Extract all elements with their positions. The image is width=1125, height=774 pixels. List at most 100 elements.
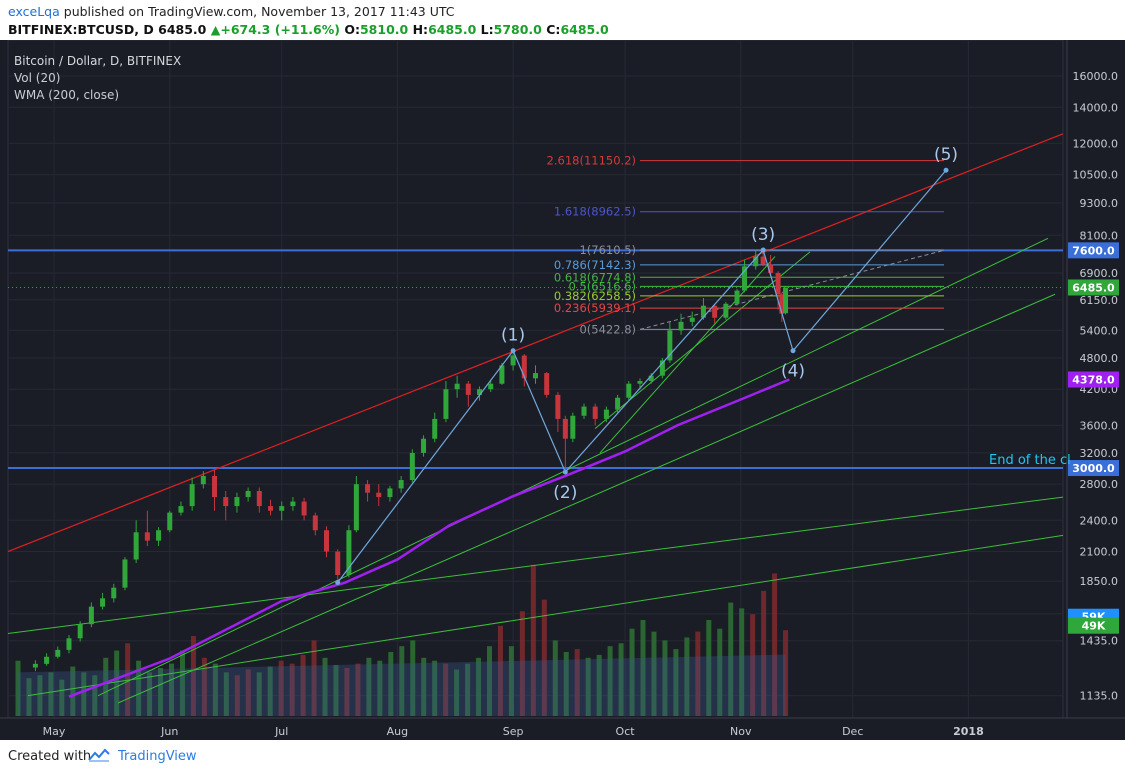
price-chart[interactable]: 2.618(11150.2) 1.618(8962.5) 1(7610.5)0.78… bbox=[0, 39, 1125, 740]
candle-body bbox=[156, 530, 162, 541]
candlesticks bbox=[32, 250, 789, 672]
legend-wma: WMA (200, close) bbox=[14, 88, 119, 102]
candle-body bbox=[346, 530, 352, 576]
volume-bar bbox=[245, 669, 251, 716]
volume-bar bbox=[355, 663, 361, 716]
price-badge-label: 6485.0 bbox=[1072, 281, 1115, 294]
level-annotation: End of the cl bbox=[989, 453, 1071, 468]
price-change: +674.3 (+11.6%) bbox=[220, 22, 340, 37]
ohlc-close-label: C: bbox=[546, 22, 561, 37]
wave-label: (2) bbox=[553, 483, 577, 503]
volume-bar bbox=[541, 599, 547, 716]
legend-title: Bitcoin / Dollar, D, BITFINEX bbox=[14, 54, 181, 68]
volume-bar bbox=[454, 669, 460, 716]
wave-point bbox=[510, 348, 516, 354]
volume-bar bbox=[278, 660, 284, 716]
candle-body bbox=[753, 256, 759, 267]
volume-bar bbox=[574, 649, 580, 716]
tradingview-link[interactable]: TradingView bbox=[118, 749, 197, 764]
candle-body bbox=[581, 406, 587, 416]
wave-label: (5) bbox=[934, 145, 958, 165]
price-badge-label: 4378.0 bbox=[1072, 374, 1115, 387]
volume-bar bbox=[212, 663, 218, 716]
volume-bar bbox=[629, 628, 635, 716]
volume-bar bbox=[169, 663, 175, 716]
volume-bar bbox=[728, 602, 734, 716]
volume-bar bbox=[662, 640, 668, 716]
y-tick-label: 1850.0 bbox=[1080, 575, 1119, 588]
trend-line bbox=[97, 237, 1049, 697]
volume-bar bbox=[300, 654, 306, 716]
y-tick-label: 3200.0 bbox=[1080, 447, 1119, 460]
volume-bar bbox=[519, 611, 525, 716]
volume-bar bbox=[640, 620, 646, 716]
candle-body bbox=[760, 256, 766, 265]
volume-bar bbox=[388, 652, 394, 716]
candle-body bbox=[178, 506, 184, 513]
y-tick-label: 2800.0 bbox=[1080, 478, 1119, 491]
fib-level-label: 0.618(6774.8) bbox=[554, 270, 636, 284]
volume-bar bbox=[772, 573, 778, 716]
ohlc-low: 5780.0 bbox=[493, 22, 542, 37]
candle-body bbox=[667, 330, 673, 361]
ohlc-open-label: O: bbox=[344, 22, 360, 37]
candle-body bbox=[477, 389, 483, 395]
y-tick-label: 6150.0 bbox=[1080, 294, 1119, 307]
footer: Created with TradingView bbox=[0, 740, 1125, 774]
candle-body bbox=[783, 287, 789, 314]
candle-body bbox=[562, 418, 568, 439]
candle-body bbox=[768, 264, 774, 273]
candle-body bbox=[44, 656, 50, 664]
volume-bar bbox=[311, 640, 317, 716]
candle-body bbox=[365, 484, 371, 493]
price-badge-label: 7600.0 bbox=[1072, 244, 1115, 257]
y-tick-label: 3600.0 bbox=[1080, 419, 1119, 432]
ohlc-high-label: H: bbox=[412, 22, 429, 37]
candle-body bbox=[421, 438, 427, 453]
volume-bar bbox=[179, 650, 185, 716]
candle-body bbox=[88, 606, 94, 625]
volume-bar bbox=[739, 608, 745, 716]
volume-bar bbox=[136, 660, 142, 716]
y-tick-label: 1435.0 bbox=[1080, 635, 1119, 648]
candle-body bbox=[234, 497, 240, 507]
candle-body bbox=[353, 484, 359, 531]
y-tick-label: 2100.0 bbox=[1080, 546, 1119, 559]
candle-body bbox=[212, 475, 218, 498]
volume-bar bbox=[618, 643, 624, 716]
candle-body bbox=[77, 624, 83, 639]
publication-header: exceLqa published on TradingView.com, No… bbox=[0, 0, 1125, 40]
volume-bar bbox=[432, 660, 438, 716]
volume-bar bbox=[26, 678, 32, 716]
volume-bar bbox=[530, 564, 536, 716]
y-tick-label: 5400.0 bbox=[1080, 324, 1119, 337]
wma-line bbox=[68, 378, 790, 698]
candle-body bbox=[659, 360, 665, 376]
chart-panel[interactable]: 2.618(11150.2) 1.618(8962.5) 1(7610.5) 0.78… bbox=[0, 39, 1125, 740]
volume-bar bbox=[201, 657, 207, 716]
author-link[interactable]: exceLqa bbox=[8, 4, 60, 19]
volume-bar bbox=[684, 637, 690, 716]
candle-body bbox=[570, 415, 576, 439]
price-badge bbox=[1068, 371, 1119, 388]
volume-bar bbox=[717, 628, 723, 716]
candle-body bbox=[700, 305, 706, 318]
volume-bar bbox=[552, 640, 558, 716]
volume-bar bbox=[585, 657, 591, 716]
y-tick-label: 2400.0 bbox=[1080, 514, 1119, 527]
volume-bar bbox=[256, 672, 262, 716]
ohlc-high: 6485.0 bbox=[428, 22, 477, 37]
volume-bar bbox=[223, 672, 229, 716]
candle-body bbox=[55, 649, 61, 657]
candle-body bbox=[555, 394, 561, 419]
candle-body bbox=[443, 389, 449, 419]
candle-body bbox=[488, 383, 494, 390]
wma-path bbox=[68, 378, 790, 698]
candle-body bbox=[223, 497, 229, 507]
fib-level-label: 0.382(6258.5) bbox=[554, 289, 636, 303]
chart-grid bbox=[7, 39, 1064, 719]
volume-bar bbox=[37, 675, 43, 716]
volume-bar bbox=[607, 646, 613, 716]
y-tick-label: 12000.0 bbox=[1073, 137, 1119, 150]
volume-bar bbox=[563, 652, 569, 716]
